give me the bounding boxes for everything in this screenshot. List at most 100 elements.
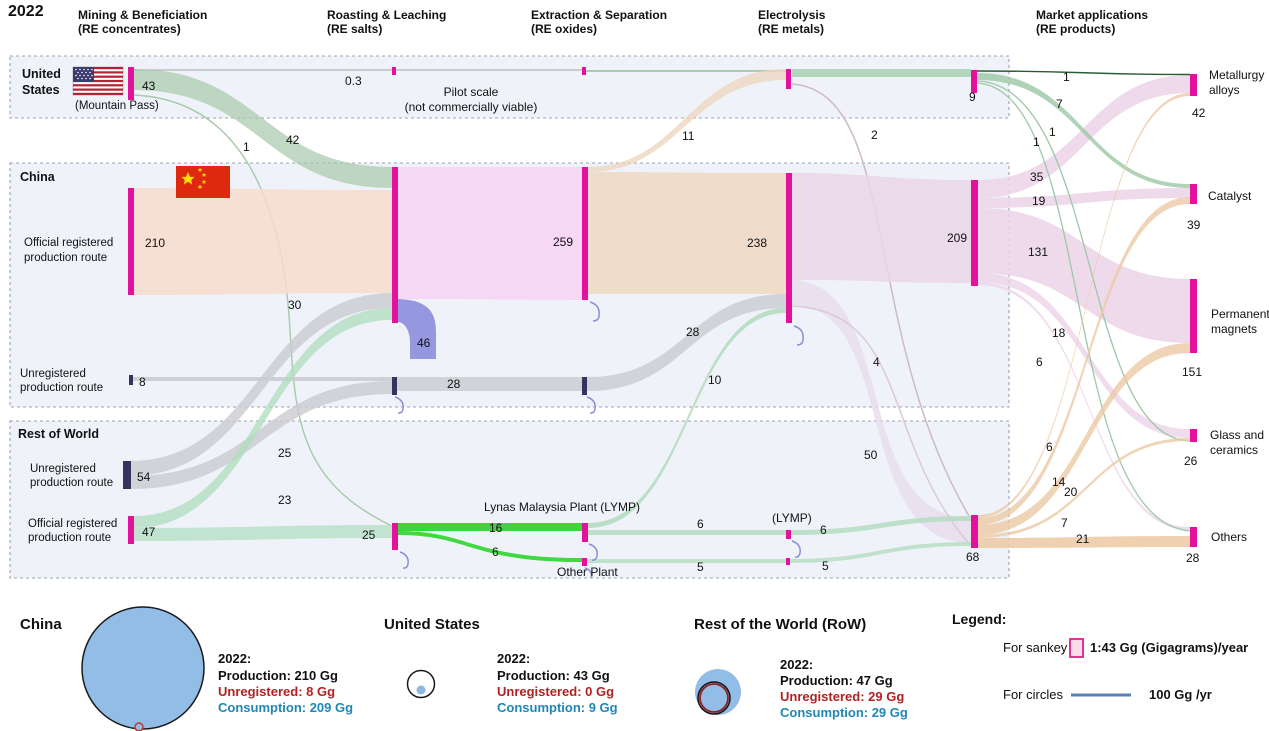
china-unregistered-circle [134,722,144,731]
column-header: Market applications [1036,8,1148,22]
row-unregistered-ring [699,683,729,713]
node-china-extraction [582,167,588,300]
flow-label: 6 [492,545,499,559]
value-label: 210 [145,236,165,250]
loss-curl-icon [394,396,404,414]
node-us-mining [128,67,134,100]
china-unreg-route-label: production route [20,382,103,394]
node-other-plant-extraction [582,558,587,566]
legend-circles-value: 100 Gg /yr [1149,687,1212,702]
column-header: Electrolysis [758,8,826,22]
flow-label: 7 [1061,516,1068,530]
flow-row-to-magnets [978,343,1190,535]
node-value-labels: 43 210 8 54 47 259 238 209 9 68 [137,79,980,564]
flow-china-to-magnets [978,208,1190,343]
flow-china-oxides-to-us [588,69,786,172]
market-label: Metallurgy [1209,68,1264,82]
other-plant-label: Other Plant [557,565,618,579]
row-official-route-label: production route [28,532,111,544]
node-catalyst [1190,184,1197,204]
lymp-plant-label: Lynas Malaysia Plant (LYMP) [484,500,640,514]
summary-consumption: Consumption: 9 Gg [497,700,618,715]
flow-label: 6 [1036,355,1043,369]
us-region-label: States [22,83,60,97]
column-header: Extraction & Separation [531,8,667,22]
region-labels: United States (Mountain Pass) China Offi… [18,67,812,579]
node-china-unreg-extraction [582,377,587,395]
flow-label: 1 [1033,135,1040,149]
value-label: 259 [553,235,573,249]
row-consumption-circle [697,681,731,715]
legend-sankey-value: 1:43 Gg (Gigagrams)/year [1090,640,1248,655]
summary-production: Production: 210 Gg [218,668,338,683]
flow-us-to-others [976,82,1191,532]
market-value: 28 [1186,551,1200,565]
row-unreg-route-label: Unregistered [30,463,96,475]
china-unreg-route-label: Unregistered [20,368,86,380]
value-label: 209 [947,231,967,245]
loss-curl-icon [399,551,409,569]
us-production-circle [406,669,436,699]
loss-curl-icon [586,396,596,414]
summary-country-name: United States [384,616,480,633]
flow-label: 35 [1030,170,1044,184]
flow-label: 18 [1052,326,1066,340]
flow-other-plant-metal [587,559,786,563]
market-labels: Metallurgy alloys 42 Catalyst 39 Permane… [1182,68,1269,565]
value-label: 238 [747,236,767,250]
china-official-route-label: Official registered [24,237,113,249]
node-china-unreg-mining [129,375,133,385]
flow-label: 131 [1028,245,1048,259]
summary-year: 2022: [218,651,251,666]
market-label: Others [1211,530,1247,544]
market-label: Glass and [1210,428,1264,442]
node-others [1190,527,1197,547]
summary-circles [81,606,741,731]
flow-label: 6 [1046,440,1053,454]
summary-production: Production: 43 Gg [497,668,610,683]
column-header: Roasting & Leaching [327,8,446,22]
column-header: Mining & Beneficiation [78,8,207,22]
value-label: 47 [142,525,156,539]
summary-production: Production: 47 Gg [780,673,893,688]
flow-us-to-catalyst [977,73,1190,188]
flow-label: 30 [288,298,302,312]
legend-sankey-label: For sankey [1003,640,1068,655]
flow-label: 20 [1064,485,1078,499]
node-lymp-electrolysis [786,530,791,539]
loss-curl-icon [793,325,804,346]
column-subheader: (RE products) [1036,22,1115,36]
summary-consumption: Consumption: 29 Gg [780,705,908,720]
node-us-extraction [582,67,586,75]
node-china-metal [971,180,978,286]
node-row-official-mining [128,516,134,544]
value-label: 68 [966,550,980,564]
flow-row-unreg-to-china-unreg [130,381,392,489]
column-subheader: (RE oxides) [531,22,597,36]
node-us-roasting [392,67,396,75]
flow-label: 42 [286,133,300,147]
market-label: magnets [1211,322,1257,336]
market-value: 42 [1192,106,1206,120]
flow-lymp-metal-to-row [791,516,971,535]
us-region-label: United [22,67,61,81]
us-consumption-circle [416,685,426,695]
node-lymp-extraction [582,523,588,542]
flow-label: 2 [871,128,878,142]
us-mine-label: (Mountain Pass) [75,100,159,112]
flow-row-official-salts [134,525,392,541]
value-label: 9 [969,90,976,104]
lymp-electrolysis-label: (LYMP) [772,511,812,525]
summary-country-name: China [20,616,62,633]
flow-label: 1 [243,140,250,154]
flow-china-to-catalyst [978,188,1190,208]
flow-us-to-metallurgy [976,70,1191,76]
flow-china-unreg-mining [133,377,392,381]
summary-consumption: Consumption: 209 Gg [218,700,353,715]
flow-label: 19 [1032,194,1046,208]
flow-value-labels: 0.3 42 1 30 25 23 25 46 28 28 11 2 16 6 … [243,70,1090,574]
summary-country-name: Rest of the World (RoW) [694,616,866,633]
legend-title: Legend: [952,611,1006,627]
